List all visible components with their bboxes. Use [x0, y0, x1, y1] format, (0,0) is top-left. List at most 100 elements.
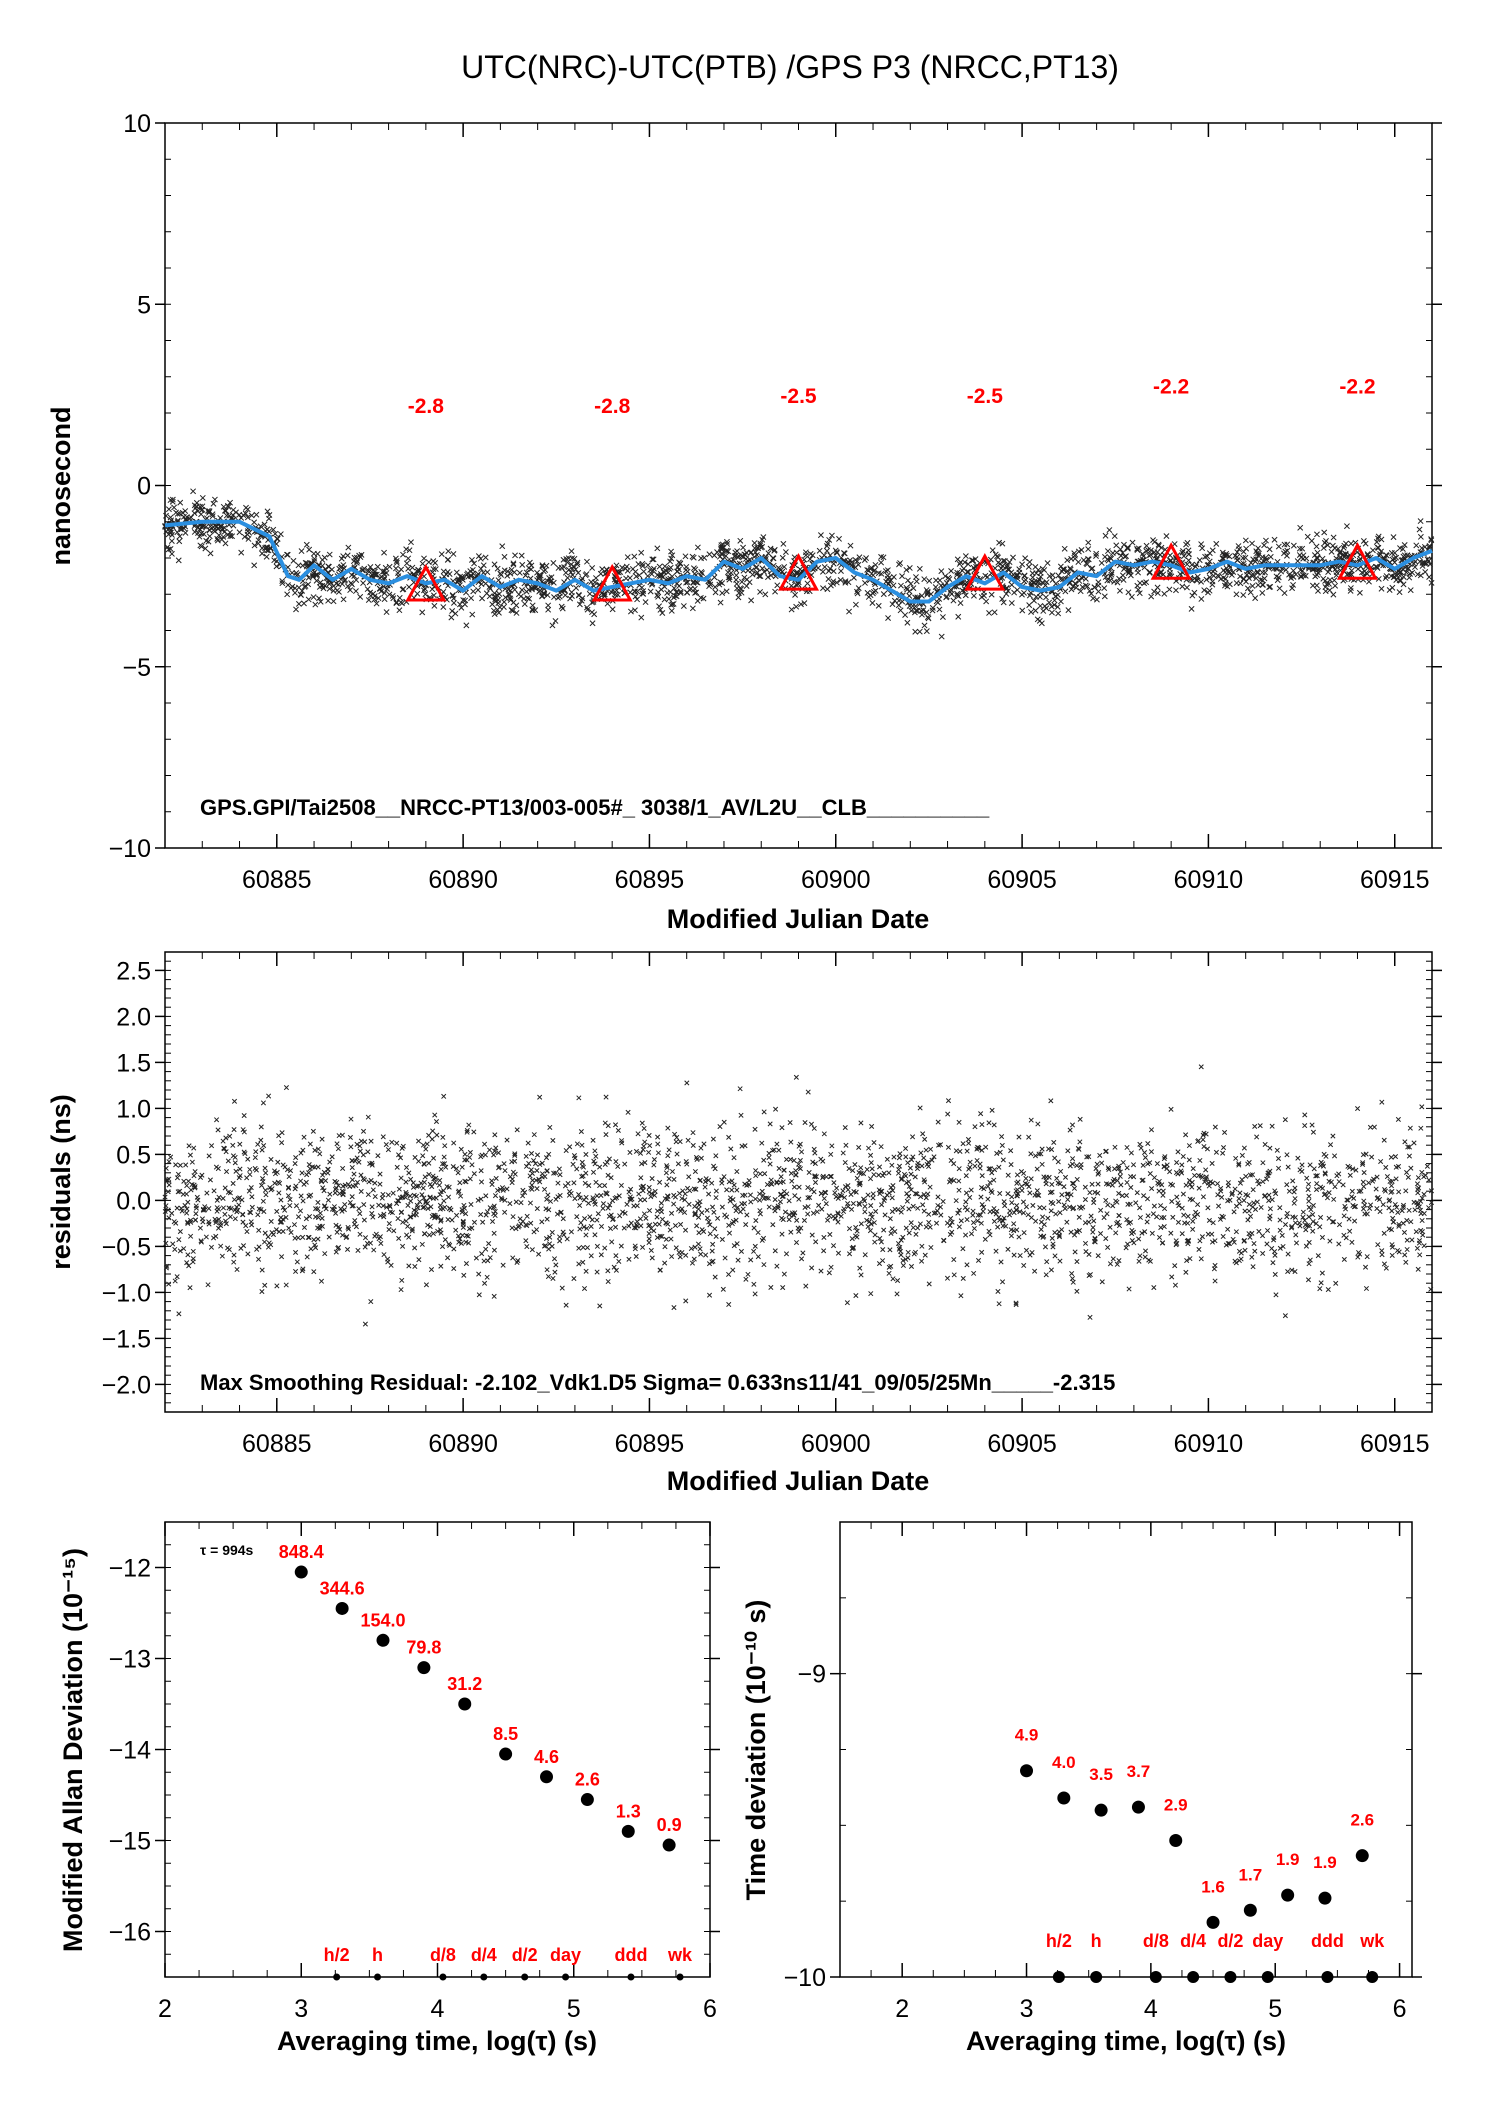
residual-point: [1185, 1213, 1191, 1219]
residual-point: [268, 1156, 274, 1162]
residual-point: [1082, 1184, 1088, 1190]
residual-point: [1120, 1159, 1126, 1166]
residual-point: [956, 1224, 962, 1230]
residual-point: [915, 1205, 921, 1211]
residual-point: [905, 1255, 911, 1261]
top-scatter-point: [316, 595, 322, 602]
residual-point: [1381, 1230, 1387, 1236]
top-scatter-point: [1102, 553, 1108, 560]
residual-point: [436, 1182, 442, 1188]
residual-point: [255, 1256, 262, 1262]
residual-point: [212, 1216, 218, 1222]
residual-point: [734, 1168, 740, 1175]
residual-point: [1264, 1227, 1271, 1234]
top-scatter-point: [589, 565, 596, 571]
residual-point: [783, 1251, 790, 1257]
residual-point: [1310, 1202, 1316, 1208]
residual-point: [335, 1146, 341, 1152]
top-scatter-point: [364, 586, 371, 593]
top-scatter-point: [1248, 559, 1254, 566]
residual-point: [1099, 1160, 1105, 1166]
top-scatter-point: [1146, 552, 1153, 559]
residual-point: [1179, 1231, 1185, 1237]
residual-point: [748, 1199, 754, 1205]
residual-point: [1401, 1229, 1408, 1236]
residual-point: [583, 1194, 589, 1200]
top-scatter-point: [392, 565, 399, 572]
residual-point: [1242, 1208, 1248, 1214]
residual-point: [274, 1283, 280, 1289]
top-scatter-point: [1037, 602, 1044, 609]
residual-point: [529, 1247, 535, 1253]
top-scatter-point: [489, 601, 496, 608]
residual-point: [1383, 1265, 1389, 1271]
top-scatter-point: [518, 552, 525, 559]
top-scatter-point: [176, 533, 183, 540]
residual-point: [914, 1166, 921, 1172]
residual-point: [857, 1265, 863, 1271]
residual-point: [1168, 1230, 1174, 1236]
residual-point: [834, 1185, 840, 1191]
residual-point: [655, 1141, 661, 1147]
residual-point: [476, 1271, 482, 1277]
residual-point: [1220, 1233, 1226, 1240]
residual-point: [560, 1216, 566, 1222]
residual-point: [637, 1197, 644, 1203]
top-scatter-point: [310, 550, 317, 557]
residual-point: [991, 1218, 997, 1224]
top-scatter-point: [759, 565, 766, 572]
residual-point: [1197, 1238, 1203, 1244]
average-value-label: -2.8: [408, 395, 445, 418]
residual-point: [706, 1191, 712, 1197]
top-scatter-point: [833, 579, 840, 586]
residual-point: [1210, 1220, 1216, 1226]
residual-point: [923, 1147, 929, 1153]
residual-point: [964, 1148, 970, 1154]
residual-point: [357, 1148, 363, 1154]
top-scatter-point: [767, 572, 774, 579]
residual-point: [1362, 1264, 1369, 1270]
residual-point: [1415, 1266, 1421, 1272]
residual-point: [1016, 1134, 1022, 1140]
residual-point: [334, 1141, 340, 1147]
top-scatter-point: [1095, 579, 1102, 586]
top-scatter-point: [1242, 537, 1249, 544]
residual-point: [493, 1175, 499, 1181]
residual-point: [1330, 1133, 1336, 1139]
residual-point: [231, 1127, 237, 1133]
residual-point: [1142, 1155, 1148, 1161]
residual-point: [1000, 1157, 1006, 1163]
residual-point: [165, 1189, 171, 1195]
residual-point: [634, 1203, 640, 1209]
top-x-tick-label: 60885: [242, 866, 312, 894]
top-scatter-point: [1422, 559, 1428, 566]
top-scatter-point: [586, 590, 593, 597]
residual-point: [987, 1209, 993, 1215]
top-scatter-point: [1418, 545, 1425, 551]
residual-point: [1078, 1162, 1084, 1168]
residual-point: [664, 1182, 670, 1188]
average-value-label: -2.2: [1339, 375, 1375, 398]
residuals-y-tick-label: 2.0: [116, 1003, 151, 1031]
residual-point: [1369, 1154, 1375, 1160]
residual-point: [709, 1248, 715, 1254]
residual-point: [722, 1255, 728, 1261]
residual-point: [717, 1123, 723, 1130]
residual-point: [545, 1192, 551, 1198]
residual-point: [396, 1235, 402, 1242]
top-scatter-point: [638, 549, 645, 556]
top-scatter-point: [648, 571, 655, 578]
top-scatter-point: [176, 538, 183, 545]
residual-point: [372, 1193, 378, 1200]
residual-point: [1296, 1220, 1302, 1226]
residual-point: [712, 1274, 718, 1280]
residual-point: [1251, 1240, 1257, 1247]
residual-point: [776, 1165, 782, 1171]
residual-point: [1236, 1201, 1243, 1207]
residual-point: [489, 1218, 496, 1225]
top-scatter-point: [1266, 584, 1273, 591]
residual-point: [682, 1227, 689, 1233]
residual-point: [920, 1202, 926, 1208]
residual-point: [222, 1185, 228, 1191]
residual-point: [247, 1166, 253, 1173]
